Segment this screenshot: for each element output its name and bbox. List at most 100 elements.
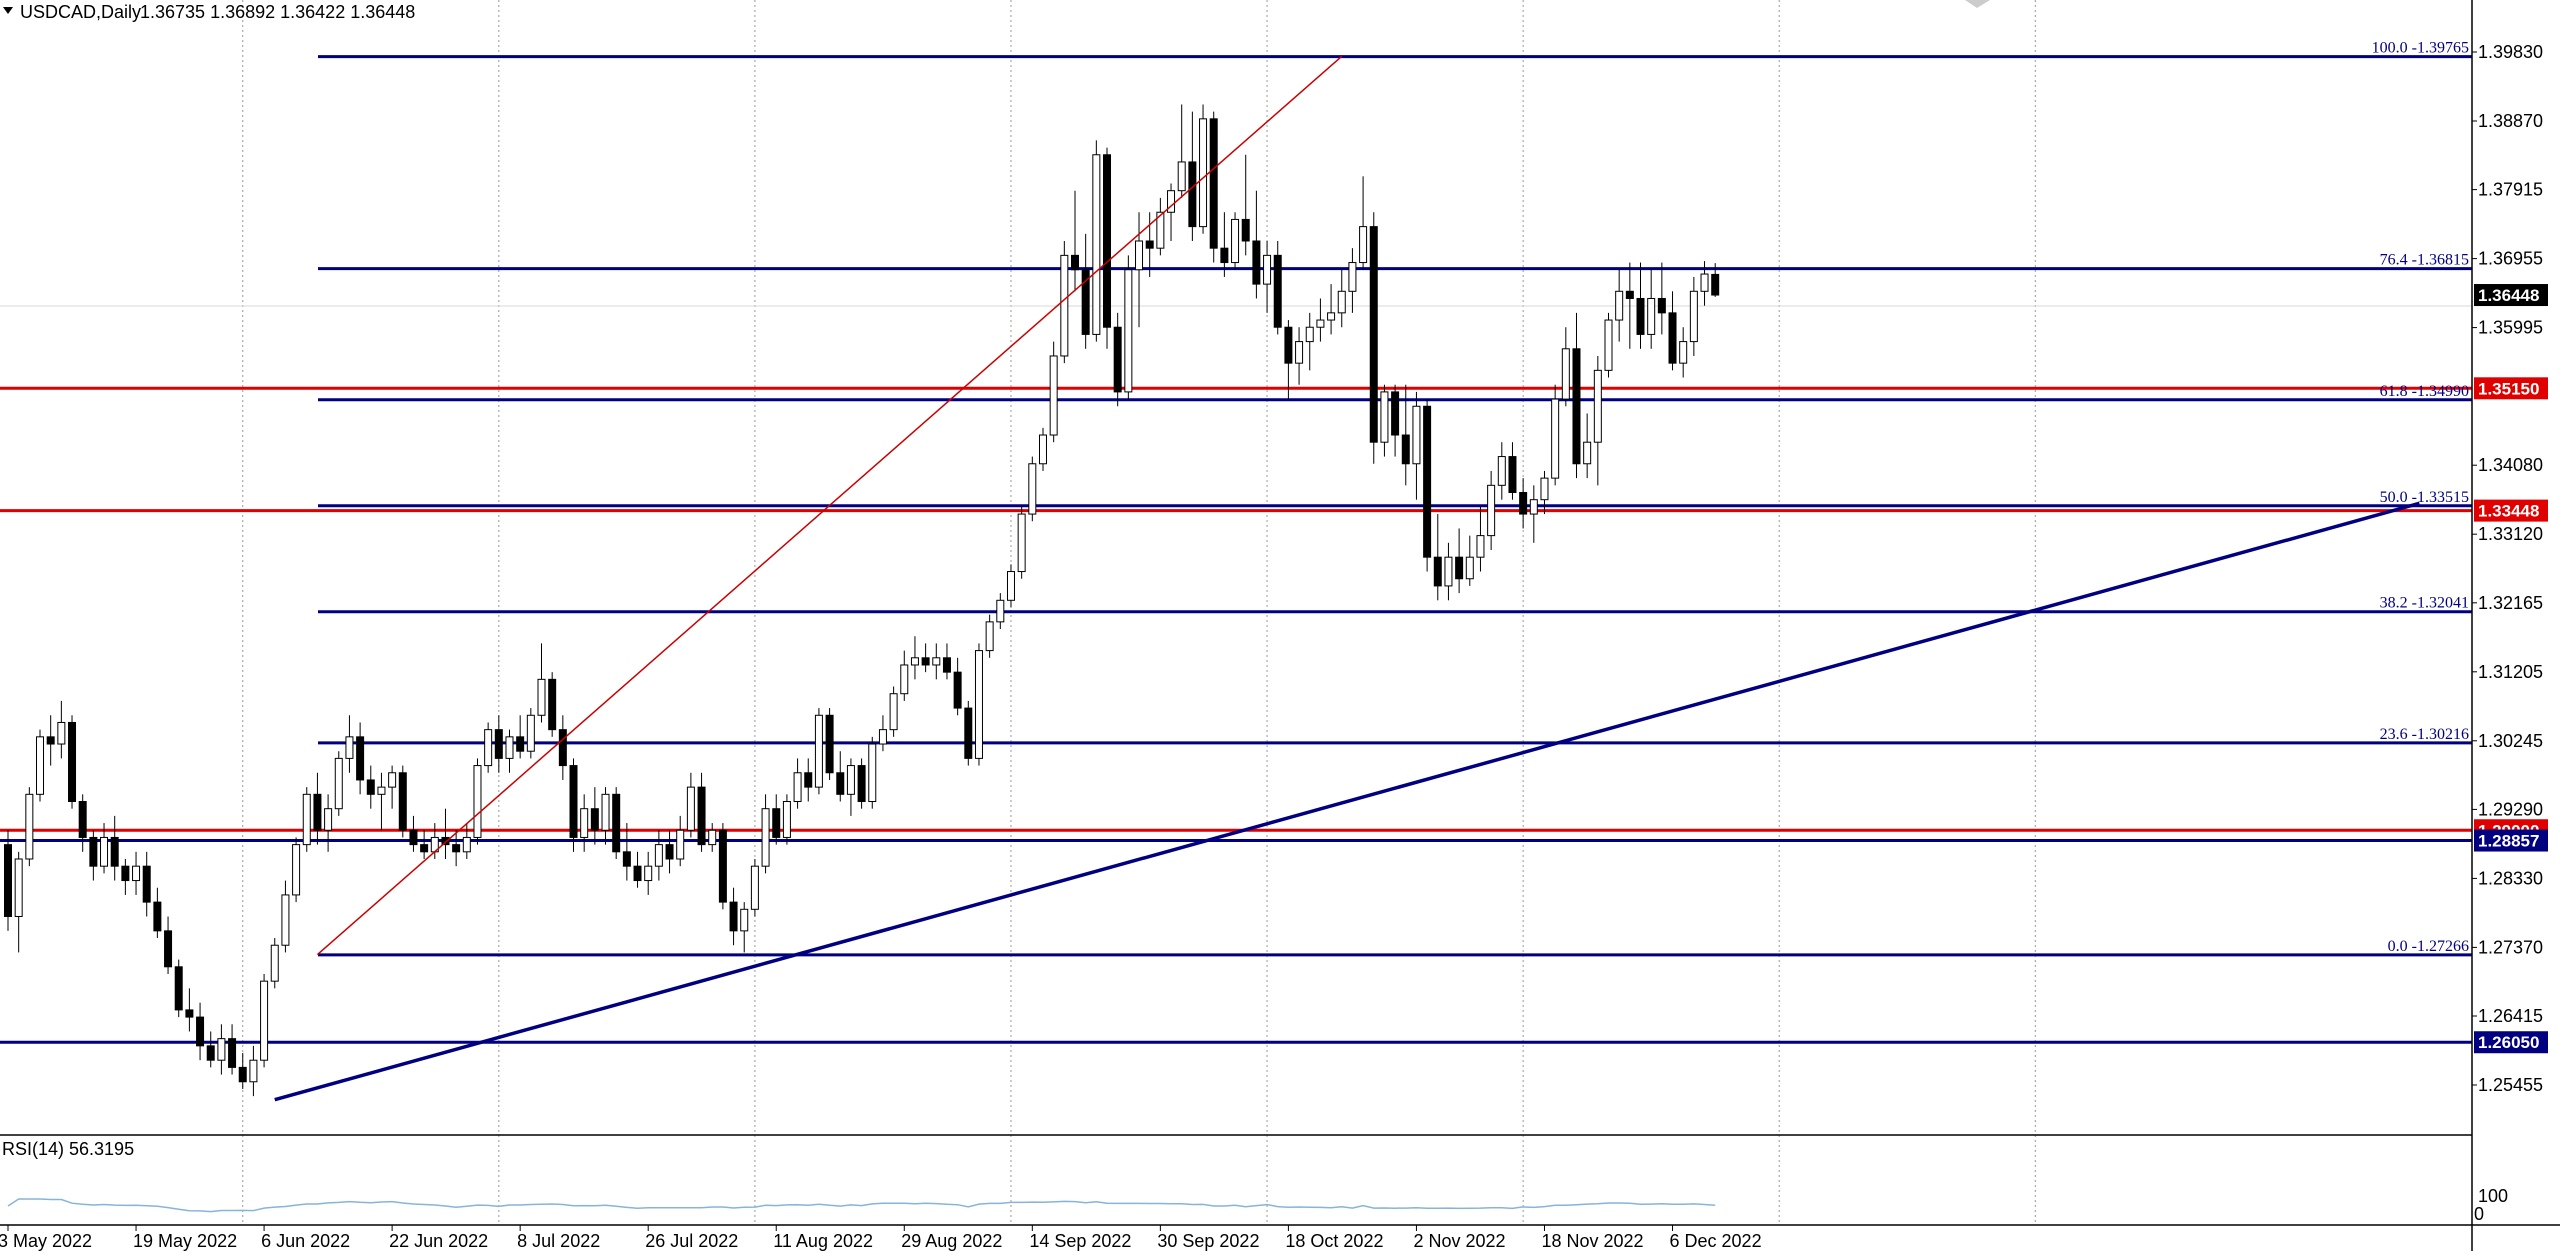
price-badge bbox=[2474, 377, 2548, 400]
price-badge-label: 1.26050 bbox=[2478, 1033, 2539, 1052]
bear-candle bbox=[825, 714, 834, 774]
bull-candle bbox=[1700, 273, 1709, 292]
bear-candle bbox=[569, 765, 578, 838]
ohlc-readout: 1.36735 1.36892 1.36422 1.36448 bbox=[140, 2, 415, 22]
price-tick-label: 1.33120 bbox=[2478, 524, 2543, 544]
bull-candle bbox=[1593, 369, 1602, 443]
bull-candle bbox=[292, 844, 301, 896]
bear-candle bbox=[1241, 218, 1250, 242]
bull-candle bbox=[57, 721, 66, 745]
bull-candle bbox=[260, 980, 269, 1061]
bear-candle bbox=[1401, 434, 1410, 465]
bull-candle bbox=[1444, 556, 1453, 587]
bear-candle bbox=[366, 779, 375, 795]
bear-candle bbox=[590, 808, 599, 831]
bull-candle bbox=[473, 765, 482, 838]
price-tick-label: 1.31205 bbox=[2478, 662, 2543, 682]
bull-candle bbox=[814, 714, 823, 788]
red-trendline[interactable] bbox=[316, 55, 1343, 956]
bear-candle bbox=[1284, 326, 1293, 364]
price-badge bbox=[2474, 499, 2548, 522]
price-badge-label: 1.33448 bbox=[2478, 502, 2539, 521]
time-tick-label: 3 May 2022 bbox=[0, 1231, 92, 1251]
bear-candle bbox=[697, 786, 706, 846]
price-tick-label: 1.38870 bbox=[2478, 111, 2543, 131]
bear-candle bbox=[1508, 456, 1517, 494]
bear-candle bbox=[142, 865, 151, 903]
bear-candle bbox=[1625, 290, 1634, 299]
bull-candle bbox=[1647, 297, 1656, 335]
bull-candle bbox=[1199, 118, 1208, 228]
header-dropdown-icon[interactable] bbox=[3, 7, 13, 14]
bull-candle bbox=[1177, 161, 1186, 192]
bear-candle bbox=[78, 801, 87, 838]
bear-candle bbox=[1188, 161, 1197, 228]
time-tick-label: 30 Sep 2022 bbox=[1157, 1231, 1259, 1251]
time-tick-label: 18 Nov 2022 bbox=[1541, 1231, 1643, 1251]
bull-candle bbox=[1487, 484, 1496, 537]
bear-candle bbox=[857, 765, 866, 803]
bull-candle bbox=[1156, 211, 1165, 249]
bull-candle bbox=[878, 729, 887, 745]
bear-candle bbox=[1423, 405, 1432, 558]
bear-candle bbox=[964, 707, 973, 759]
bear-candle bbox=[196, 1016, 205, 1047]
bull-candle bbox=[974, 650, 983, 759]
bull-candle bbox=[1167, 190, 1176, 213]
bear-candle bbox=[729, 901, 738, 932]
chart-header: USDCAD,Daily 1.36735 1.36892 1.36422 1.3… bbox=[3, 0, 1990, 22]
bull-candle bbox=[484, 729, 493, 767]
bear-candle bbox=[633, 865, 642, 882]
rsi-line bbox=[7, 1198, 1716, 1213]
time-tick-label: 6 Dec 2022 bbox=[1670, 1231, 1762, 1251]
fib-level-label: 38.2 -1.32041 bbox=[2380, 595, 2469, 612]
price-tick-label: 1.30245 bbox=[2478, 731, 2543, 751]
candles bbox=[4, 104, 1720, 1097]
bull-candle bbox=[889, 693, 898, 731]
bull-candle bbox=[1124, 269, 1133, 393]
bull-candle bbox=[1060, 254, 1069, 357]
bull-candle bbox=[996, 599, 1005, 623]
bull-candle bbox=[324, 808, 333, 831]
bull-candle bbox=[377, 786, 386, 795]
bull-candle bbox=[1412, 405, 1421, 465]
fibonacci-levels: 100.0 -1.39765 76.4 -1.36815 61.8 -1.34990… bbox=[318, 40, 2472, 957]
bear-candle bbox=[1391, 391, 1400, 436]
fib-level-label: 61.8 -1.34990 bbox=[2380, 383, 2469, 400]
scroll-marker-icon[interactable] bbox=[1965, 0, 1990, 8]
bear-candle bbox=[1519, 492, 1528, 515]
time-tick-label: 26 Jul 2022 bbox=[645, 1231, 738, 1251]
navy-trendline[interactable] bbox=[274, 501, 2420, 1102]
bull-candle bbox=[25, 793, 34, 860]
price-tick-label: 1.32165 bbox=[2478, 593, 2543, 613]
bear-candle bbox=[185, 1009, 194, 1018]
bear-candle bbox=[228, 1038, 237, 1068]
price-tick-label: 1.26415 bbox=[2478, 1006, 2543, 1026]
bull-candle bbox=[1295, 341, 1304, 364]
price-tick-label: 1.37915 bbox=[2478, 180, 2543, 200]
bear-candle bbox=[1455, 556, 1464, 580]
bull-candle bbox=[1359, 226, 1368, 264]
trendlines bbox=[274, 55, 2420, 1102]
bear-candle bbox=[558, 729, 567, 767]
bull-candle bbox=[1465, 556, 1474, 580]
time-tick-label: 22 Jun 2022 bbox=[389, 1231, 488, 1251]
bull-candle bbox=[1540, 477, 1549, 501]
bull-candle bbox=[1348, 262, 1357, 292]
bull-candle bbox=[1316, 319, 1325, 328]
bear-candle bbox=[356, 736, 365, 781]
bull-candle bbox=[14, 858, 23, 917]
bull-candle bbox=[1529, 499, 1538, 515]
bear-candle bbox=[441, 836, 450, 846]
bull-candle bbox=[1615, 290, 1624, 321]
bear-candle bbox=[665, 844, 674, 860]
bear-candle bbox=[110, 836, 119, 867]
fib-level-label: 50.0 -1.33515 bbox=[2380, 489, 2469, 506]
bear-candle bbox=[409, 829, 418, 846]
bull-candle bbox=[1583, 441, 1592, 465]
bear-candle bbox=[1081, 269, 1090, 335]
bull-candle bbox=[761, 808, 770, 867]
time-axis: 3 May 2022 19 May 2022 6 Jun 2022 22 Jun 20… bbox=[0, 1225, 1762, 1251]
bull-candle bbox=[900, 664, 909, 695]
